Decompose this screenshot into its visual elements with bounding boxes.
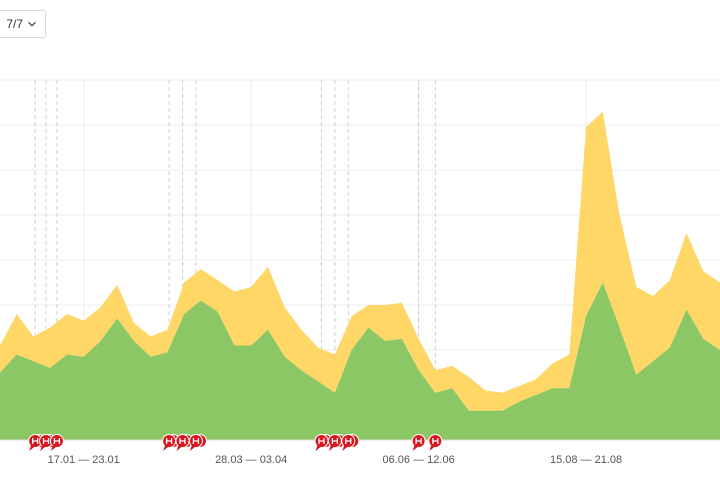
series-count-dropdown[interactable]: 7/7 — [0, 10, 46, 38]
chevron-down-icon — [28, 21, 36, 27]
event-marker[interactable] — [341, 434, 360, 452]
event-marker[interactable] — [428, 434, 443, 452]
event-marker[interactable] — [49, 434, 64, 452]
x-tick-label: 17.01 — 23.01 — [48, 454, 120, 466]
event-marker[interactable] — [314, 434, 333, 452]
series-count-value: 7/7 — [6, 17, 23, 31]
x-tick-label: 15.08 — 21.08 — [550, 454, 622, 466]
series-area-green — [0, 282, 720, 440]
event-marker[interactable] — [188, 434, 207, 452]
x-tick-label: 06.06 — 12.06 — [383, 454, 455, 466]
x-tick-label: 28.03 — 03.04 — [215, 454, 287, 466]
event-marker[interactable] — [411, 434, 426, 452]
